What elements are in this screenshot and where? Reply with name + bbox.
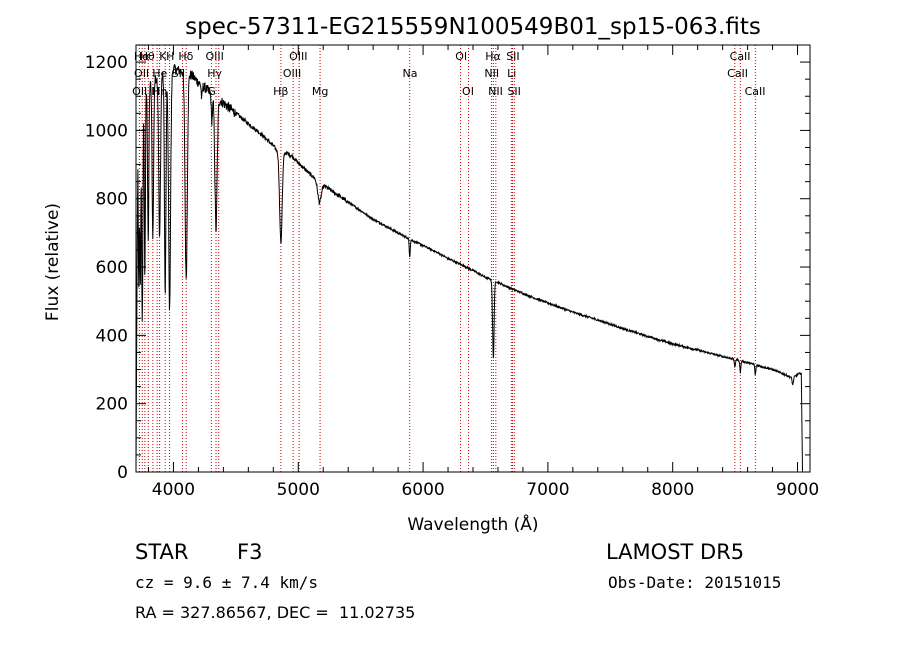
y-tick-label: 0 xyxy=(117,463,128,483)
line-label: He xyxy=(152,67,167,80)
line-label: Hθ xyxy=(140,50,155,63)
line-label: CaII xyxy=(745,85,766,98)
x-tick-label: 8000 xyxy=(651,480,694,500)
spectral-subclass: F3 xyxy=(237,540,263,564)
line-label: OI xyxy=(455,50,467,63)
line-label: H xyxy=(166,50,174,63)
line-label: OIII xyxy=(283,67,301,80)
line-label: NII xyxy=(488,85,503,98)
line-label: Li xyxy=(507,67,516,80)
line-label: Mg xyxy=(312,85,328,98)
sky-coordinates: RA = 327.86567, DEC = 11.02735 xyxy=(135,603,416,622)
line-label: Hβ xyxy=(273,85,288,98)
observation-date: Obs-Date: 20151015 xyxy=(608,573,782,592)
y-tick-label: 400 xyxy=(96,326,128,346)
y-tick-label: 1200 xyxy=(85,53,128,73)
x-tick-label: 4000 xyxy=(152,480,195,500)
line-label: Hγ xyxy=(207,67,222,80)
x-axis-label: Wavelength (Å) xyxy=(407,513,538,535)
y-axis: 0 200 400 600 800 1000 1200 xyxy=(85,44,810,483)
chart-title: spec-57311-EG215559N100549B01_sp15-063.f… xyxy=(185,14,761,40)
line-label: Hδ xyxy=(178,50,193,63)
spectrum-line xyxy=(135,64,803,473)
object-class: STAR xyxy=(135,540,189,564)
y-tick-label: 200 xyxy=(96,395,128,415)
line-label: H xyxy=(151,85,159,98)
x-tick-label: 9000 xyxy=(776,480,819,500)
line-label: Hα xyxy=(485,50,501,63)
y-tick-label: 600 xyxy=(96,258,128,278)
line-label: NII xyxy=(484,67,499,80)
line-label: K xyxy=(159,50,167,63)
line-label: OIII xyxy=(289,50,307,63)
x-tick-label: 5000 xyxy=(277,480,320,500)
line-label: OIII xyxy=(205,50,223,63)
line-label: Na xyxy=(402,67,417,80)
line-label: OI xyxy=(462,85,474,98)
plot-frame xyxy=(135,44,811,473)
survey-name: LAMOST DR5 xyxy=(606,540,745,564)
y-tick-label: 800 xyxy=(96,190,128,210)
line-label: CaII xyxy=(730,50,751,63)
line-label: SII xyxy=(507,85,520,98)
y-axis-label: Flux (relative) xyxy=(43,203,63,321)
x-axis: 4000 5000 6000 7000 8000 9000 xyxy=(147,45,819,500)
x-tick-label: 6000 xyxy=(401,480,444,500)
line-label: G xyxy=(207,85,216,98)
line-label: Hα xyxy=(134,50,150,63)
redshift-velocity: cz = 9.6 ± 7.4 km/s xyxy=(135,573,319,592)
x-tick-label: 7000 xyxy=(526,480,569,500)
y-tick-label: 1000 xyxy=(85,121,128,141)
line-label: SII xyxy=(506,50,519,63)
line-label: CaII xyxy=(727,67,748,80)
line-label: OII xyxy=(134,67,149,80)
